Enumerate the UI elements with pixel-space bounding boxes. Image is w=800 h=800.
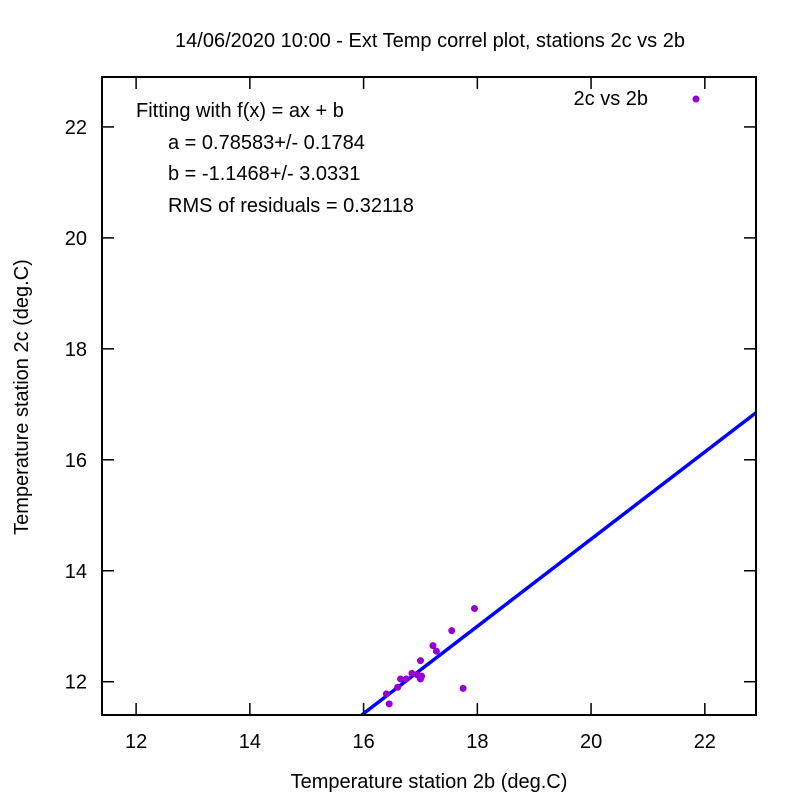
- y-tick-label: 14: [65, 561, 87, 583]
- scatter-point: [416, 657, 424, 665]
- x-tick-label: 20: [580, 731, 602, 753]
- plot-frame: [101, 76, 757, 716]
- scatter-point: [459, 684, 467, 692]
- x-tick-label: 14: [239, 731, 261, 753]
- scatter-point: [394, 683, 402, 691]
- y-axis-label: Temperature station 2c (deg.C): [11, 259, 33, 535]
- scatter-point: [408, 669, 416, 677]
- legend-marker: [692, 95, 700, 103]
- fit-annotation-line: a = 0.78583+/- 0.1784: [168, 132, 365, 154]
- y-tick-label: 22: [65, 117, 87, 139]
- scatter-point: [429, 642, 437, 650]
- x-tick-label: 18: [466, 731, 488, 753]
- fit-annotation: Fitting with f(x) = ax + b a = 0.78583+/…: [136, 100, 414, 217]
- y-tick-label: 18: [65, 339, 87, 361]
- legend: 2c vs 2b: [574, 88, 700, 110]
- fit-annotation-line: RMS of residuals = 0.32118: [168, 195, 414, 217]
- y-tick-label: 20: [65, 228, 87, 250]
- scatter-point: [385, 700, 393, 708]
- x-axis-ticks: 12 14 16 18 20 22: [125, 77, 716, 753]
- scatter-point: [397, 675, 405, 683]
- fit-line: [360, 411, 758, 717]
- x-tick-label: 16: [352, 731, 374, 753]
- fit-annotation-line: b = -1.1468+/- 3.0331: [168, 163, 360, 185]
- x-axis-label: Temperature station 2b (deg.C): [291, 771, 568, 793]
- scatter-point: [432, 647, 440, 655]
- scatter-point: [448, 627, 456, 635]
- legend-label: 2c vs 2b: [574, 88, 648, 110]
- scatter-point: [402, 675, 410, 683]
- x-tick-label: 12: [125, 731, 147, 753]
- y-tick-label: 16: [65, 450, 87, 472]
- x-tick-label: 22: [694, 731, 716, 753]
- fit-annotation-line: Fitting with f(x) = ax + b: [136, 100, 344, 122]
- y-tick-label: 12: [65, 672, 87, 694]
- chart-title: 14/06/2020 10:00 - Ext Temp correl plot,…: [175, 30, 685, 52]
- scatter-point: [382, 690, 390, 698]
- fit-line-layer: [360, 411, 758, 717]
- scatter-point: [418, 672, 426, 680]
- y-axis-ticks: 12 14 16 18 20 22: [65, 117, 756, 694]
- scatter-point: [470, 604, 478, 612]
- scatter-points-layer: [382, 604, 478, 708]
